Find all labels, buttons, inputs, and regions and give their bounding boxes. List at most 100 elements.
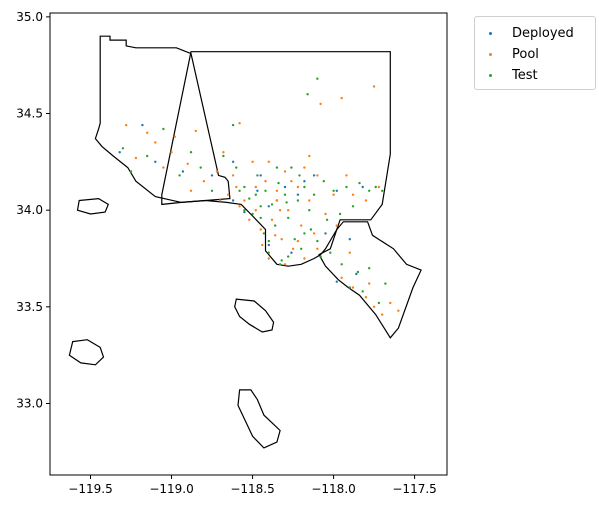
point-deployed (335, 280, 338, 283)
point-pool (300, 224, 303, 227)
point-deployed (335, 189, 338, 192)
point-test (278, 263, 282, 266)
point-pool (215, 170, 219, 173)
point-test (222, 154, 225, 158)
legend-label-test: Test (512, 67, 538, 83)
y-tick-label: 34.5 (16, 107, 43, 121)
point-pool (275, 189, 279, 192)
boundary-island-a (76, 197, 110, 215)
point-test (325, 218, 329, 221)
point-deployed (267, 243, 270, 247)
point-pool (372, 85, 376, 88)
boundary-island-c (68, 339, 105, 366)
legend-item-pool: Pool (483, 44, 539, 64)
point-deployed (141, 123, 144, 127)
point-pool (316, 247, 319, 250)
x-tick-label: −119.0 (149, 482, 193, 496)
point-pool (368, 282, 371, 285)
point-pool (238, 122, 241, 125)
point-test (259, 216, 262, 220)
point-deployed (210, 174, 214, 177)
point-test (312, 193, 316, 196)
point-deployed (118, 151, 121, 154)
point-pool (345, 174, 348, 177)
point-pool (290, 180, 293, 183)
point-pool (291, 247, 295, 250)
y-tick-label: 35.0 (16, 10, 43, 24)
point-pool (254, 209, 257, 212)
point-pool (319, 102, 322, 106)
point-test (316, 77, 319, 80)
point-test (287, 216, 290, 220)
point-pool (340, 276, 343, 279)
point-test (210, 189, 214, 192)
legend: Deployed Pool Test (474, 16, 596, 90)
point-pool (227, 193, 230, 196)
point-test (303, 185, 306, 189)
point-deployed (361, 185, 364, 189)
point-test (270, 203, 274, 206)
point-deployed (312, 174, 316, 177)
point-test (290, 166, 293, 169)
point-test (296, 199, 300, 202)
point-test (303, 232, 306, 235)
point-pool (218, 199, 222, 202)
point-deployed (256, 189, 259, 192)
point-test (322, 180, 325, 183)
point-pool (170, 151, 173, 154)
point-pool (316, 174, 319, 177)
scatter-points (118, 77, 400, 316)
x-tick-label: −118.5 (230, 482, 274, 496)
point-test (381, 189, 384, 192)
point-test (277, 181, 280, 185)
legend-marker-deployed (489, 31, 492, 35)
point-pool (270, 218, 274, 221)
point-pool (248, 218, 251, 221)
point-test (356, 270, 360, 274)
point-pool (264, 180, 267, 183)
point-pool (351, 193, 355, 196)
point-pool (397, 309, 400, 312)
point-pool (372, 305, 376, 308)
point-test (319, 255, 322, 258)
legend-item-deployed: Deployed (483, 23, 574, 43)
point-pool (231, 174, 235, 177)
point-pool (261, 243, 264, 247)
point-test (358, 181, 361, 185)
point-deployed (154, 160, 157, 163)
point-test (374, 185, 377, 189)
point-pool (303, 166, 306, 169)
point-pool (308, 154, 311, 158)
point-pool (267, 160, 270, 163)
point-test (251, 212, 254, 216)
point-test (178, 174, 181, 177)
point-test (235, 166, 238, 169)
boundary-island-b (234, 298, 275, 333)
boundary-los angeles (161, 51, 391, 267)
point-deployed (243, 210, 246, 214)
point-test (300, 247, 303, 250)
point-pool (364, 199, 368, 202)
point-test (274, 224, 277, 227)
point-pool (324, 212, 327, 216)
point-deployed (181, 170, 185, 173)
point-pool (335, 224, 338, 227)
point-test (243, 209, 246, 212)
point-pool (389, 301, 392, 305)
point-pool (254, 185, 257, 189)
point-test (361, 290, 364, 293)
point-pool (162, 166, 165, 169)
point-pool (275, 199, 279, 202)
point-test (351, 205, 355, 208)
x-tick-label: −117.5 (392, 482, 436, 496)
boundary-orange (318, 221, 422, 339)
point-test (248, 197, 251, 200)
point-pool (146, 131, 149, 134)
point-test (384, 282, 387, 285)
point-pool (274, 234, 277, 237)
point-deployed (296, 193, 300, 196)
point-deployed (324, 232, 327, 235)
point-pool (134, 156, 138, 160)
point-deployed (231, 199, 235, 202)
point-pool (381, 313, 384, 316)
